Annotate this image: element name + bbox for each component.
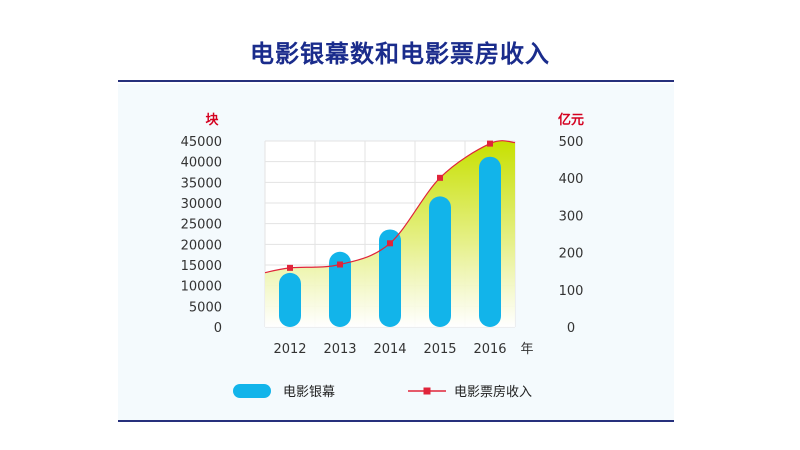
right-tick-label: 0 [567, 321, 575, 336]
right-tick-label: 300 [559, 209, 584, 224]
revenue-area-fill [265, 140, 515, 327]
left-tick-label: 5000 [189, 300, 222, 315]
legend-line-marker [423, 387, 431, 395]
legend-bar-swatch [233, 384, 271, 398]
chart-title: 电影银幕数和电影票房收入 [250, 40, 550, 68]
left-tick-label: 25000 [181, 218, 222, 233]
revenue-point-2013 [337, 261, 343, 268]
x-axis-ticks: 2012 2013 2014 2015 2016 [273, 342, 506, 357]
bar-2015 [429, 196, 451, 327]
right-axis-unit: 亿元 [558, 112, 584, 128]
left-tick-label: 10000 [181, 280, 222, 295]
left-tick-label: 15000 [181, 259, 222, 274]
revenue-area [265, 140, 515, 327]
revenue-point-2012 [287, 264, 293, 271]
right-tick-label: 500 [559, 135, 584, 150]
right-tick-label: 400 [559, 172, 584, 187]
left-tick-label: 0 [214, 321, 222, 336]
legend-line-label: 电影票房收入 [454, 384, 532, 400]
left-tick-label: 40000 [181, 156, 222, 171]
legend-bar-label: 电影银幕 [283, 385, 335, 400]
screen-bars [279, 156, 501, 327]
x-tick-label: 2014 [373, 342, 406, 357]
x-tick-label: 2012 [273, 342, 306, 357]
revenue-point-2014 [387, 240, 393, 247]
x-axis-unit: 年 [520, 342, 533, 357]
bar-2013 [329, 251, 351, 327]
x-tick-label: 2015 [423, 342, 456, 357]
left-tick-label: 45000 [181, 135, 222, 150]
left-tick-label: 30000 [181, 197, 222, 212]
bar-2014 [379, 229, 401, 327]
left-axis-ticks: 0 5000 10000 15000 20000 25000 30000 35000 40000… [181, 135, 222, 336]
bar-2012 [279, 272, 301, 327]
right-tick-label: 100 [559, 284, 584, 299]
bar-2016 [479, 156, 501, 327]
right-axis-ticks: 0 100 200 300 400 500 [559, 135, 584, 336]
revenue-point-2016 [487, 140, 493, 147]
bottom-divider [118, 420, 674, 422]
left-axis-unit: 块 [205, 112, 219, 128]
left-tick-label: 20000 [181, 238, 222, 253]
revenue-line-layer [264, 140, 516, 274]
title-divider-top [118, 80, 674, 82]
left-tick-label: 35000 [181, 176, 222, 191]
right-tick-label: 200 [559, 247, 584, 262]
revenue-point-2015 [437, 174, 443, 181]
x-tick-label: 2016 [473, 342, 506, 357]
x-tick-label: 2013 [323, 342, 356, 357]
